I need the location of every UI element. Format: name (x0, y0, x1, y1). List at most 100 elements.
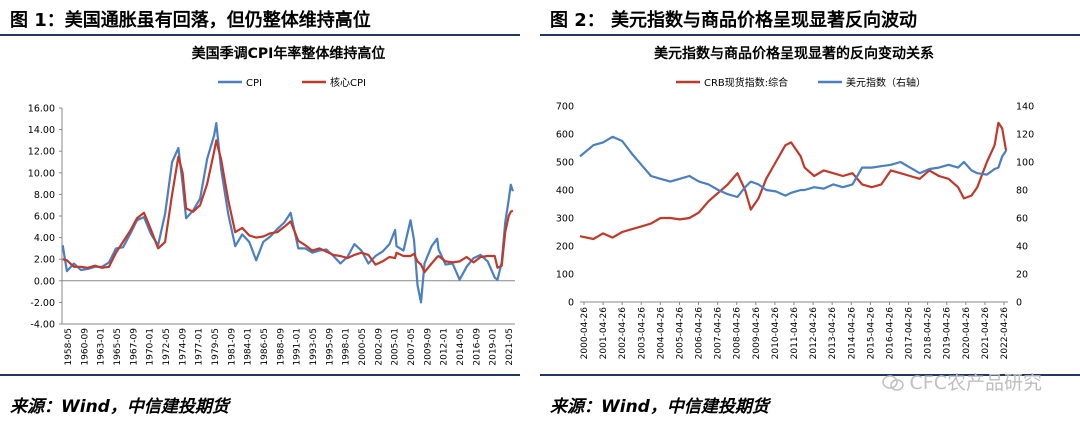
series-line-cpi (61, 122, 514, 304)
series-line-usd-index (579, 135, 1008, 199)
figure-1-panel: 图 1：美国通胀虽有回落，但仍整体维持高位 美国季调CPI年率整体维持高位 CPI… (0, 0, 520, 429)
legend-label-1: CRB现货指数:综合 (704, 76, 788, 89)
watermark-text: CFC农产品研究 (909, 372, 1042, 394)
series-line-core-cpi (62, 139, 514, 274)
x-tick-label: 2018-04-26 (924, 307, 934, 360)
y-right-tick-label: 20 (1016, 270, 1028, 281)
watermark: CFC农产品研究 (881, 368, 1042, 395)
x-tick-label: 1993-05 (309, 328, 319, 366)
x-tick-label: 2019-04-26 (943, 307, 953, 360)
x-tick-label: 2000-05 (358, 328, 368, 366)
x-tick-label: 1965-05 (113, 328, 123, 366)
y-left-tick-label: 700 (556, 102, 574, 113)
x-tick-label: 2014-05 (456, 328, 466, 366)
x-tick-label: 2009-09 (423, 328, 433, 366)
figure-1-bottom-rule (0, 374, 520, 376)
x-tick-label: 2007-05 (407, 328, 417, 366)
chart-title: 美国季调CPI年率整体维持高位 (192, 45, 386, 62)
y-left-tick-label: 200 (556, 242, 574, 253)
y-tick-label: 8.00 (34, 190, 55, 201)
x-tick-label: 2004-04-26 (656, 307, 666, 360)
cpi-line-chart: 美国季调CPI年率整体维持高位 CPI 核心CPI 16.00 14.00 12.00 10… (28, 45, 515, 366)
figure-2-title: 图 2： 美元指数与商品价格呈现显著反向波动 (550, 10, 918, 31)
x-tick-label: 2009-04-26 (752, 307, 762, 360)
x-tick-label: 2008-04-26 (733, 307, 743, 360)
y-tick-label: 14.00 (28, 125, 55, 136)
x-tick-label: 1958-05 (64, 328, 74, 366)
figure-2-top-rule (540, 34, 1080, 36)
x-tick-label: 2016-04-26 (885, 307, 895, 360)
x-tick-label: 1972-05 (162, 328, 172, 366)
y-right-tick-label: 0 (1016, 298, 1022, 309)
x-tick-label: 2002-04-26 (618, 307, 628, 360)
legend-label-2: 核心CPI (330, 76, 366, 89)
y-tick-label: 10.00 (28, 168, 55, 179)
x-tick-label: 1998-01 (342, 328, 352, 366)
x-tick-label: 2019-01 (489, 328, 499, 366)
x-tick-label: 2016-09 (472, 328, 482, 366)
x-tick-label: 1967-09 (129, 328, 139, 366)
x-tick-label: 2012-04-26 (809, 307, 819, 360)
y-tick-label: -4.00 (30, 320, 55, 331)
x-tick-label: 1979-05 (211, 328, 221, 366)
y-right-tick-label: 140 (1016, 102, 1034, 113)
x-tick-label: 2021-04-26 (981, 307, 991, 360)
chart-title: 美元指数与商品价格呈现显著的反向变动关系 (654, 45, 934, 62)
legend-label-2: 美元指数（右轴） (846, 76, 926, 89)
x-tick-label: 2001-04-26 (599, 307, 609, 360)
y-left-tick-label: 300 (556, 214, 574, 225)
x-tick-label: 2006-04-26 (695, 307, 705, 360)
y-tick-label: 6.00 (34, 212, 55, 223)
legend-label-1: CPI (246, 78, 262, 89)
y-tick-label: 2.00 (34, 255, 55, 266)
x-tick-label: 2013-04-26 (828, 307, 838, 360)
x-tick-label: 1963-01 (97, 328, 107, 366)
x-tick-label: 1991-01 (293, 328, 303, 366)
x-tick-label: 1977-01 (195, 328, 205, 366)
x-tick-label: 2012-01 (440, 328, 450, 366)
x-tick-label: 2000-04-26 (580, 307, 590, 360)
usd-crb-line-chart: 美元指数与商品价格呈现显著的反向变动关系 CRB现货指数:综合 美元指数（右轴） 70… (556, 45, 1034, 360)
x-tick-label: 2011-04-26 (790, 307, 800, 360)
x-tick-label: 2005-04-26 (675, 307, 685, 360)
x-tick-label: 1984-01 (244, 328, 254, 366)
x-tick-label: 2010-04-26 (771, 307, 781, 360)
figure-2-bottom-rule (540, 374, 1080, 376)
y-tick-label: 0.00 (34, 276, 55, 287)
x-tick-label: 2017-04-26 (905, 307, 915, 360)
y-tick-label: 12.00 (28, 147, 55, 158)
y-left-tick-label: 600 (556, 130, 574, 141)
y-tick-label: 4.00 (34, 233, 55, 244)
x-tick-label: 2021-05 (505, 328, 515, 366)
y-tick-label: -2.00 (30, 298, 55, 309)
chat-bubble-icon (881, 375, 904, 391)
figure-2-panel: 图 2： 美元指数与商品价格呈现显著反向波动 美元指数与商品价格呈现显著的反向变… (540, 0, 1080, 429)
x-tick-label: 2005-01 (391, 328, 401, 366)
x-tick-label: 2020-04-26 (962, 307, 972, 360)
y-left-tick-label: 400 (556, 186, 574, 197)
x-tick-label: 1974-09 (178, 328, 188, 366)
y-left-tick-label: 100 (556, 270, 574, 281)
figure-1-title: 图 1：美国通胀虽有回落，但仍整体维持高位 (10, 10, 371, 31)
y-right-tick-label: 60 (1016, 214, 1028, 225)
y-left-tick-label: 500 (556, 158, 574, 169)
x-tick-label: 2014-04-26 (847, 307, 857, 360)
y-right-tick-label: 80 (1016, 186, 1028, 197)
x-tick-label: 1960-09 (80, 328, 90, 366)
x-tick-label: 1981-09 (227, 328, 237, 366)
y-left-tick-label: 0 (568, 298, 574, 309)
y-right-tick-label: 100 (1016, 158, 1034, 169)
x-tick-label: 1986-05 (260, 328, 270, 366)
x-tick-label: 1988-09 (276, 328, 286, 366)
y-tick-label: 16.00 (28, 104, 55, 115)
figure-1-source: 来源：Wind，中信建投期货 (10, 397, 229, 417)
series-line-crb-index (579, 121, 1008, 241)
x-tick-label: 2022-04-26 (1000, 307, 1010, 360)
x-tick-label: 2015-04-26 (866, 307, 876, 360)
y-right-tick-label: 120 (1016, 130, 1034, 141)
y-right-tick-label: 40 (1016, 242, 1028, 253)
x-tick-label: 2002-09 (374, 328, 384, 366)
x-tick-label: 1970-01 (146, 328, 156, 366)
x-tick-label: 1995-09 (325, 328, 335, 366)
x-tick-label: 2003-04-26 (637, 307, 647, 360)
